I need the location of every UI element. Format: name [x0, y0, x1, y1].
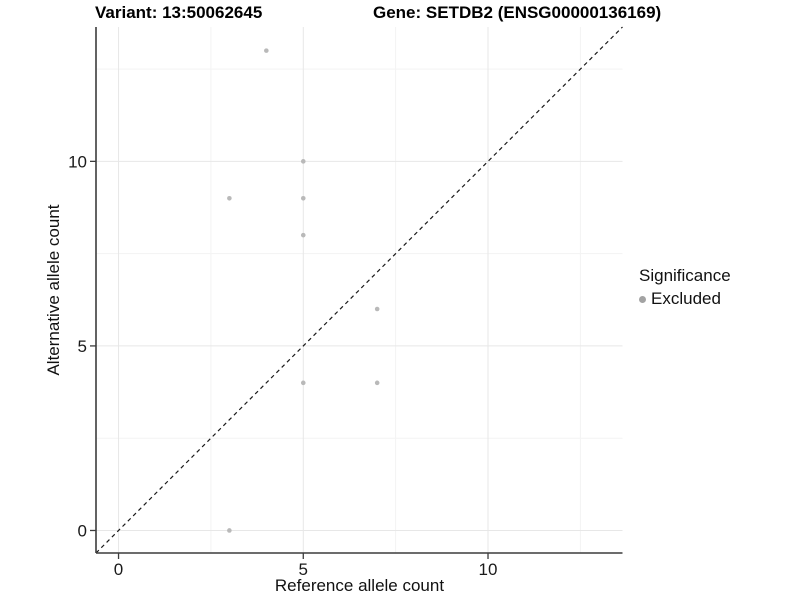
legend-item-label: Excluded	[651, 289, 721, 308]
x-tick-label: 10	[479, 560, 498, 579]
identity-dashed-line	[95, 26, 623, 554]
legend-item-excluded: Excluded	[639, 289, 731, 309]
data-point	[300, 159, 306, 164]
y-axis-title: Alternative allele count	[44, 204, 63, 376]
y-tick-label: 5	[78, 337, 87, 356]
data-point	[300, 195, 306, 201]
x-axis-title: Reference allele count	[274, 576, 445, 595]
y-tick-label: 0	[78, 521, 87, 540]
data-point	[300, 232, 306, 238]
legend-title: Significance	[639, 266, 731, 285]
data-point	[300, 380, 306, 386]
gene-title: Gene: SETDB2 (ENSG00000136169)	[373, 3, 662, 22]
y-tick-label: 10	[68, 152, 87, 171]
point-marker-icon	[639, 295, 646, 303]
x-tick-label: 0	[114, 560, 123, 579]
data-point	[227, 195, 232, 201]
x-tick-label: 5	[299, 560, 308, 579]
data-point	[264, 48, 269, 53]
data-point	[374, 380, 380, 386]
variant-title: Variant: 13:50062645	[95, 3, 263, 22]
legend: Significance Excluded	[639, 266, 731, 309]
data-point	[227, 528, 232, 533]
data-point	[374, 306, 380, 312]
